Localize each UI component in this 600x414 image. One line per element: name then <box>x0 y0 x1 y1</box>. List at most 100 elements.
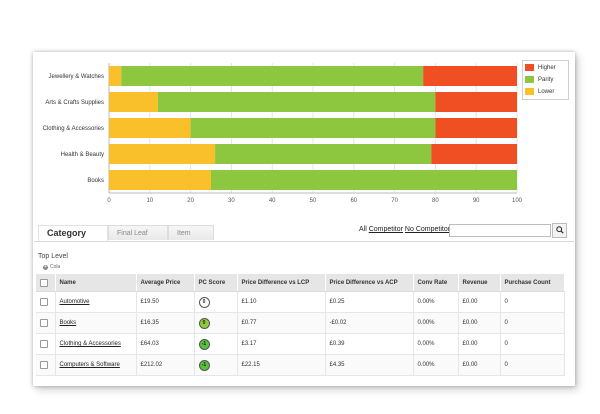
pc-score-badge: 0 <box>198 296 210 308</box>
row-select-cell <box>36 354 56 376</box>
cell-revenue: £0.00 <box>458 333 501 355</box>
pc-score-badge: 0 <box>198 317 210 329</box>
bar-higher-0[interactable] <box>423 66 517 86</box>
legend-swatch <box>525 88 534 95</box>
table-row[interactable]: Books £16.35 0 £0.77 -£0.02 0.00% £0.00 0 <box>36 312 565 334</box>
col-header-price-diff-acp[interactable]: Price Difference vs ACP <box>325 274 414 292</box>
y-category-label: Jewellery & Watches <box>49 74 104 80</box>
y-category-label: Books <box>87 178 104 184</box>
select-all-cell <box>36 274 56 292</box>
col-header-price-diff-lcp[interactable]: Price Difference vs LCP <box>237 274 326 292</box>
breadcrumb-sub[interactable]: + Cola <box>43 264 60 270</box>
category-link[interactable]: Clothing & Accessories <box>59 341 121 347</box>
col-header-pc-score[interactable]: PC Score <box>194 274 238 292</box>
x-tick-label: 90 <box>473 198 480 204</box>
expand-icon: + <box>43 264 48 270</box>
cell-price-diff-acp: £0.39 <box>325 333 414 355</box>
bar-lower-4[interactable] <box>109 170 211 190</box>
cell-revenue: £0.00 <box>458 291 501 313</box>
row-checkbox[interactable] <box>40 340 48 348</box>
row-select-cell <box>36 312 56 334</box>
table-row[interactable]: Automotive £19.50 0 £1.10 £0.25 0.00% £0.00 0 <box>36 291 565 313</box>
tab-final-leaf[interactable]: Final Leaf <box>108 225 168 240</box>
x-tick-label: 20 <box>187 198 194 204</box>
row-select-cell <box>36 291 56 313</box>
cell-price-diff-lcp: £0.77 <box>237 312 326 334</box>
x-tick-label: 100 <box>512 198 523 204</box>
row-checkbox[interactable] <box>40 319 48 327</box>
tab-bar: Category Final Leaf Item <box>34 222 574 242</box>
y-category-label: Arts & Crafts Supplies <box>45 100 104 106</box>
tab-item[interactable]: Item <box>168 225 214 240</box>
cell-conv-rate: 0.00% <box>413 291 459 313</box>
tab-category[interactable]: Category <box>38 225 108 241</box>
cell-purchase-count: 0 <box>500 354 565 376</box>
bar-lower-3[interactable] <box>109 144 216 164</box>
cell-revenue: £0.00 <box>458 354 501 376</box>
cell-conv-rate: 0.00% <box>413 354 459 376</box>
bar-lower-1[interactable] <box>109 92 158 112</box>
search-input[interactable] <box>449 224 551 237</box>
x-tick-label: 30 <box>228 198 235 204</box>
cell-average-price: £16.35 <box>136 312 195 334</box>
col-header-purchase-count[interactable]: Purchase Count <box>500 274 565 292</box>
select-all-checkbox[interactable] <box>40 278 48 287</box>
cell-purchase-count: 0 <box>500 333 565 355</box>
pc-score-badge: -1 <box>198 359 210 371</box>
bar-lower-0[interactable] <box>109 66 122 86</box>
legend-label: Parity <box>538 76 554 83</box>
bar-higher-3[interactable] <box>431 144 517 164</box>
category-table: Name Average Price PC Score Price Differ… <box>36 274 565 376</box>
cell-price-diff-lcp: £22.15 <box>237 354 326 376</box>
bar-parity-2[interactable] <box>190 118 436 138</box>
legend-item-parity: Parity <box>525 74 566 85</box>
search-button[interactable] <box>552 223 567 238</box>
category-link[interactable]: Computers & Software <box>59 362 120 368</box>
bar-parity-3[interactable] <box>215 144 432 164</box>
chart-legend: Higher Parity Lower <box>522 60 569 100</box>
bar-higher-1[interactable] <box>435 92 517 112</box>
bar-higher-2[interactable] <box>435 118 517 138</box>
legend-item-higher: Higher <box>525 62 566 73</box>
bar-lower-2[interactable] <box>109 118 191 138</box>
col-header-name[interactable]: Name <box>55 274 137 292</box>
cell-price-diff-lcp: £1.10 <box>237 291 326 313</box>
pc-score-badge: -1 <box>198 338 210 350</box>
row-checkbox[interactable] <box>40 298 48 306</box>
category-link[interactable]: Automotive <box>59 299 90 305</box>
filter-no-competitor-link[interactable]: No Competitor <box>404 226 451 233</box>
cell-average-price: £212.02 <box>136 354 195 376</box>
row-checkbox[interactable] <box>40 361 48 369</box>
bar-parity-0[interactable] <box>121 66 424 86</box>
table-header-row: Name Average Price PC Score Price Differ… <box>36 274 565 292</box>
cell-pc-score: -1 <box>194 354 238 376</box>
cell-name: Books <box>55 312 137 334</box>
cell-pc-score: 0 <box>194 291 238 313</box>
cell-revenue: £0.00 <box>458 312 501 334</box>
cell-conv-rate: 0.00% <box>413 333 459 355</box>
col-header-average-price[interactable]: Average Price <box>136 274 195 292</box>
cell-pc-score: 0 <box>194 312 238 334</box>
table-row[interactable]: Computers & Software £212.02 -1 £22.15 £4.35… <box>36 354 565 376</box>
breadcrumb-top-level[interactable]: Top Level <box>38 253 68 260</box>
cell-name: Clothing & Accessories <box>55 333 137 355</box>
cell-average-price: £19.50 <box>136 291 195 313</box>
x-tick-label: 80 <box>432 198 439 204</box>
col-header-revenue[interactable]: Revenue <box>458 274 501 292</box>
bar-parity-4[interactable] <box>211 170 517 190</box>
cell-price-diff-acp: £4.35 <box>325 354 414 376</box>
cell-name: Automotive <box>55 291 137 313</box>
bar-parity-1[interactable] <box>157 92 436 112</box>
legend-swatch <box>525 64 534 71</box>
col-header-conv-rate[interactable]: Conv Rate <box>413 274 459 292</box>
legend-label: Lower <box>538 88 555 95</box>
legend-label: Higher <box>538 64 556 71</box>
filter-competitor-link[interactable]: Competitor <box>368 226 403 233</box>
filter-all[interactable]: All <box>359 226 367 233</box>
search-icon <box>555 225 564 236</box>
table-row[interactable]: Clothing & Accessories £64.03 -1 £3.17 £0.39… <box>36 333 565 355</box>
cell-purchase-count: 0 <box>500 312 565 334</box>
category-link[interactable]: Books <box>59 320 77 326</box>
x-tick-label: 60 <box>350 198 357 204</box>
